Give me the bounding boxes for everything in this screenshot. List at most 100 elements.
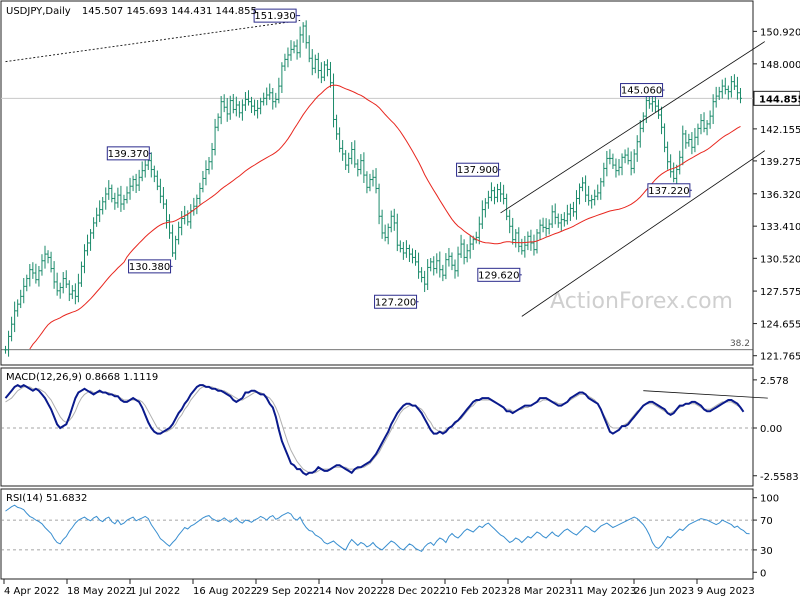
ohlc-bar bbox=[499, 182, 503, 202]
ohlc-bar bbox=[350, 142, 354, 165]
ohlc-bar bbox=[483, 198, 487, 218]
ohlc-bar bbox=[356, 159, 360, 177]
ohlc-bar bbox=[496, 183, 500, 203]
ohlc-bar bbox=[365, 171, 369, 194]
macd-trendline bbox=[643, 390, 768, 399]
ohlc-bar bbox=[40, 254, 44, 276]
price-y-tick-label: 127.575 bbox=[760, 287, 800, 298]
ohlc-bar bbox=[301, 22, 305, 43]
price-y-tick-label: 130.520 bbox=[760, 254, 800, 265]
ohlc-bar bbox=[7, 330, 11, 357]
ohlc-bar bbox=[289, 40, 293, 61]
macd-line bbox=[4, 383, 745, 476]
ohlc-bar bbox=[559, 213, 563, 231]
ohlc-bar bbox=[529, 229, 533, 251]
ohlc-bar bbox=[453, 259, 457, 279]
ohlc-bar bbox=[271, 87, 275, 110]
ohlc-bar bbox=[353, 140, 357, 168]
rsi-y-tick-label: 100 bbox=[760, 494, 779, 505]
ohlc-bar bbox=[605, 150, 609, 177]
rsi-panel-frame bbox=[0, 488, 754, 580]
ohlc-bar bbox=[432, 256, 436, 276]
ohlc-bar bbox=[541, 217, 545, 233]
rsi-y-tick-label: 70 bbox=[760, 516, 773, 527]
price-y-tick-label: 124.655 bbox=[760, 320, 800, 331]
ohlc-bar bbox=[76, 273, 80, 303]
ohlc-values: 145.507 145.693 144.431 144.855 bbox=[82, 6, 257, 17]
ohlc-bar bbox=[732, 74, 736, 90]
ohlc-bar bbox=[195, 194, 199, 215]
x-tick-label: 29 Sep 2022 bbox=[256, 586, 319, 597]
price-annotation: 137.900 bbox=[456, 162, 501, 177]
price-annotation: 127.200 bbox=[374, 294, 419, 309]
ohlc-bar bbox=[316, 52, 320, 79]
ohlc-bar bbox=[653, 96, 657, 113]
ohlc-bar bbox=[459, 234, 463, 258]
ohlc-bar bbox=[587, 185, 591, 206]
ohlc-bar bbox=[180, 211, 184, 236]
ohlc-bar bbox=[262, 92, 266, 106]
ohlc-bar bbox=[696, 123, 700, 146]
ohlc-bar bbox=[611, 153, 615, 169]
ohlc-bar bbox=[237, 101, 241, 118]
ohlc-bar bbox=[447, 247, 451, 267]
channel-upper-line bbox=[500, 41, 765, 214]
ohlc-bar bbox=[52, 261, 56, 289]
ohlc-bar bbox=[164, 199, 168, 229]
ohlc-bar bbox=[240, 99, 244, 121]
ohlc-bar bbox=[134, 173, 138, 194]
ohlc-bar bbox=[325, 59, 329, 77]
ohlc-bar bbox=[304, 20, 308, 49]
ohlc-bar bbox=[702, 112, 706, 133]
rsi-y-tick-label: 0 bbox=[760, 568, 766, 579]
ohlc-bar bbox=[149, 152, 153, 178]
ohlc-bar bbox=[286, 47, 290, 68]
ohlc-bar bbox=[143, 160, 147, 178]
ohlc-bar bbox=[705, 120, 709, 136]
ohlc-bar bbox=[404, 240, 408, 258]
ohlc-bar bbox=[335, 114, 339, 140]
chart-title: USDJPY,Daily 145.507 145.693 144.431 144… bbox=[6, 6, 257, 17]
ohlc-bar bbox=[64, 270, 68, 289]
ohlc-bar bbox=[687, 133, 691, 147]
ohlc-bar bbox=[22, 278, 26, 304]
ohlc-bar bbox=[174, 235, 178, 260]
ohlc-bar bbox=[726, 85, 730, 100]
ohlc-bar bbox=[13, 301, 17, 333]
ohlc-bar bbox=[608, 149, 612, 165]
ohlc-bar bbox=[681, 125, 685, 166]
dotted-trendline bbox=[5, 20, 301, 63]
price-lines bbox=[5, 20, 766, 350]
ohlc-bar bbox=[161, 187, 165, 209]
ohlc-bar bbox=[720, 79, 724, 99]
rsi-title: RSI(14) 51.6832 bbox=[6, 493, 87, 504]
ohlc-bar bbox=[480, 200, 484, 229]
ohlc-bar bbox=[283, 53, 287, 71]
ohlc-bar bbox=[338, 127, 342, 153]
ohlc-bar bbox=[168, 214, 172, 239]
ohlc-bar bbox=[489, 182, 493, 202]
macd-panel-frame bbox=[0, 367, 754, 487]
ohlc-bar bbox=[398, 240, 402, 253]
ohlc-bar bbox=[107, 180, 111, 200]
ohlc-bar bbox=[253, 99, 257, 116]
price-annotation: 129.620 bbox=[477, 267, 522, 282]
ohlc-bar bbox=[67, 280, 71, 302]
ohlc-bar bbox=[620, 153, 624, 176]
ohlc-bar bbox=[250, 96, 254, 114]
ohlc-bar bbox=[544, 218, 548, 237]
ohlc-bar bbox=[155, 170, 159, 191]
ohlc-bar bbox=[423, 270, 427, 293]
ohlc-bar bbox=[395, 213, 399, 252]
price-y-axis: 150.920148.000145.080142.155139.275136.3… bbox=[753, 27, 800, 363]
price-grid: 38.2 bbox=[1, 97, 753, 351]
macd-layer: 2.578 0.00 -2.5583 bbox=[1, 376, 799, 483]
ohlc-bar bbox=[444, 253, 448, 280]
ohlc-bar bbox=[37, 265, 41, 287]
ohlc-bar bbox=[486, 190, 490, 209]
ohlc-bar bbox=[729, 75, 733, 98]
ohlc-bar bbox=[660, 106, 664, 135]
ohlc-bar bbox=[417, 252, 421, 279]
price-y-tick-label: 142.155 bbox=[760, 125, 800, 136]
